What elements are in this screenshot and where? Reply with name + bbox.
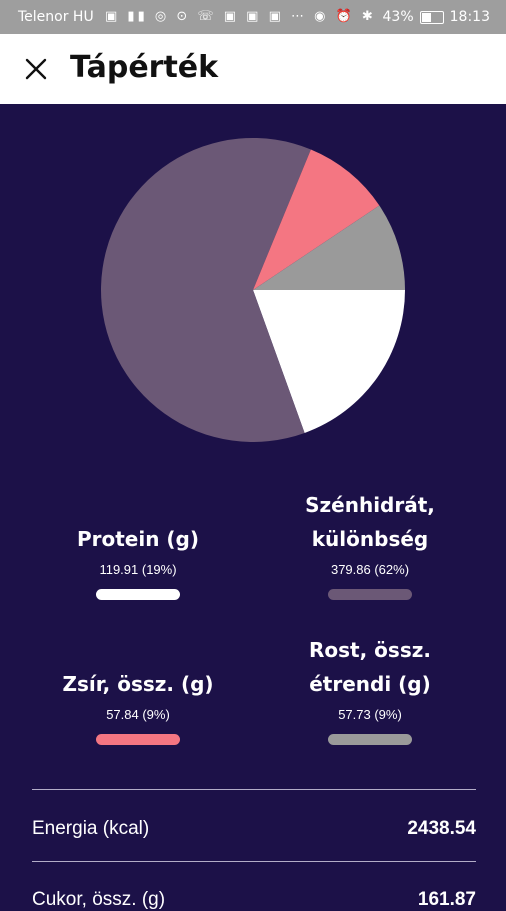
legend-label: Protein (g) [76,527,200,551]
app-bar: Tápérték [0,34,506,104]
legend-label: Szénhidrát, különbség [305,493,435,551]
legend-swatch [96,734,180,745]
page-title: Tápérték [70,50,219,85]
legend-value: 119.91 (19%) [99,562,177,577]
legend-value: 57.73 (9%) [338,707,402,722]
battery-percent: 43% [382,9,414,25]
carrier-label: Telenor HU [18,9,94,25]
legend-label: Rost, össz. étrendi (g) [309,638,431,696]
status-bar: Telenor HU ▣ ▮▮ ◎ ⊙ ☏ ▣ ▣ ▣ ⋯ ◉ ⏰ ✱ 43% … [0,0,506,34]
status-icons: ▣ ▮▮ ◎ ⊙ ☏ ▣ ▣ ▣ ⋯ ◉ ⏰ ✱ [105,9,376,24]
pie-slice-carbohydrate [101,138,311,442]
close-button[interactable] [16,46,56,92]
legend-item-fiber: Rost, össz. étrendi (g) 57.73 (9%) [255,633,485,745]
nutrient-label: Cukor, össz. (g) [32,889,166,910]
legend-value: 57.84 (9%) [106,707,170,722]
nutrient-label: Energia (kcal) [32,818,150,839]
divider [32,861,476,862]
legend-swatch [328,734,412,745]
legend-swatch [328,589,412,600]
legend-label: Zsír, össz. (g) [62,672,214,696]
legend-item-protein: Protein (g) 119.91 (19%) [23,522,253,600]
pie-slice-fiber [253,205,405,290]
legend-item-fat: Zsír, össz. (g) 57.84 (9%) [23,667,253,745]
legend-value: 379.86 (62%) [330,562,410,577]
nutrient-value: 2438.54 [407,818,476,839]
divider [32,789,476,790]
nutrient-value: 161.87 [417,889,476,910]
pie-slice-protein [253,290,405,433]
clock: 18:13 [449,9,490,25]
nutrition-pie-chart [101,138,405,442]
legend-swatch [96,589,180,600]
battery-icon [419,10,444,24]
pie-slice-fat [253,149,380,290]
close-icon [25,58,47,80]
nutrition-content: Protein (g) 119.91 (19%) Szénhidrát, kül… [0,104,506,910]
legend-item-carbohydrate: Szénhidrát, különbség 379.86 (62%) [255,488,485,600]
